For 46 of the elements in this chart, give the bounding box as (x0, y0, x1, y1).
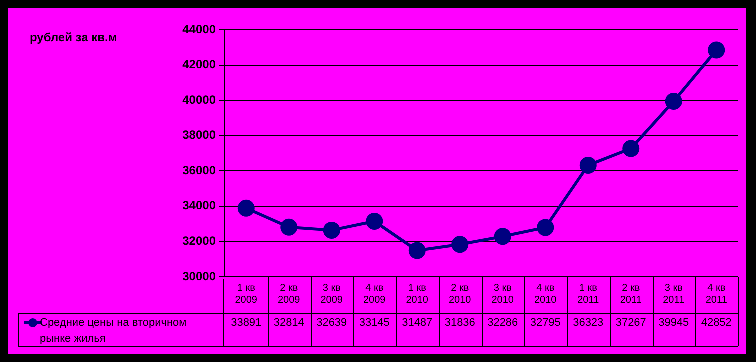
data-label: 31836 (444, 317, 476, 330)
x-tick-label: 4 кв 2009 (364, 282, 386, 306)
x-tick-label: 1 кв 2010 (406, 282, 429, 306)
x-tick-label: 2 кв 2010 (449, 282, 472, 306)
y-tick-label: 42000 (182, 58, 216, 72)
y-tick-label: 38000 (182, 128, 216, 142)
point (408, 242, 426, 260)
x-tick-label: 2 кв 2009 (278, 282, 301, 306)
data-label: 33891 (231, 317, 262, 330)
point (580, 156, 597, 174)
data-label: 32795 (530, 317, 561, 330)
text: рублей за кв.м (30, 30, 118, 44)
x-tick-label: 3 кв 2010 (492, 282, 514, 306)
point (537, 219, 554, 236)
data-label: 37267 (616, 317, 646, 330)
x-tick-label: 2 кв 2011 (620, 282, 642, 306)
y-tick-label: 32000 (182, 234, 216, 248)
x-tick-label: 4 кв 2010 (534, 282, 558, 306)
point (494, 228, 512, 246)
data-label: 42852 (701, 317, 732, 330)
point (238, 200, 255, 217)
point (708, 42, 726, 59)
x-tick-label: 3 кв 2011 (663, 282, 686, 306)
point (323, 222, 340, 239)
y-tick-label: 40000 (182, 92, 216, 107)
data-label: 36323 (573, 317, 604, 330)
data-label: 39945 (658, 317, 690, 330)
legend-label: Средние цены на вторичном рынке жилья (40, 317, 187, 346)
data-label: 32814 (274, 317, 304, 330)
data-label: 32639 (316, 317, 348, 330)
x-tick-label: 1 кв 2011 (578, 282, 600, 306)
y-tick-label: 36000 (182, 163, 216, 178)
data-label: 32286 (488, 317, 518, 330)
y-tick-label: 30000 (182, 269, 216, 284)
point (366, 213, 384, 230)
x-tick-label: 3 кв 2009 (320, 282, 344, 306)
x-tick-label: 1 кв 2009 (235, 282, 258, 306)
x-tick-label: 4 кв 2011 (706, 282, 728, 306)
y-tick-label: 44000 (182, 22, 216, 36)
point (452, 236, 469, 254)
point (665, 93, 682, 110)
point (622, 140, 640, 158)
data-label: 31487 (402, 317, 433, 330)
y-tick-label: 34000 (182, 198, 216, 213)
data-label: 33145 (359, 317, 390, 330)
point (280, 218, 298, 236)
